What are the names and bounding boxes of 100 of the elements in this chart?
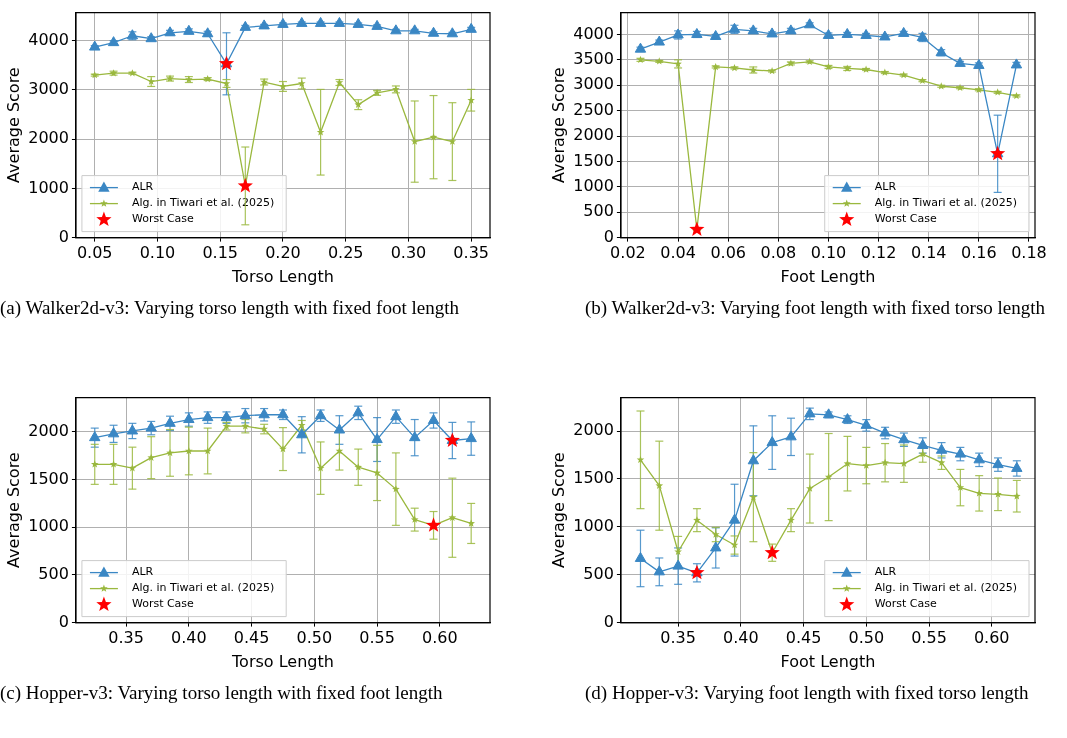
point — [126, 424, 139, 435]
point — [183, 24, 195, 35]
point — [843, 459, 852, 467]
point — [427, 26, 440, 37]
point — [900, 459, 908, 467]
legend-label: ALR — [874, 180, 897, 194]
point — [954, 56, 966, 67]
legend-label: ALR — [874, 565, 897, 579]
point — [653, 35, 665, 46]
y-tick-label: 0 — [58, 226, 69, 246]
point — [898, 433, 910, 444]
point — [766, 27, 778, 38]
x-tick-label: 0.45 — [233, 628, 270, 648]
y-tick-label: 2000 — [573, 420, 614, 440]
point — [710, 541, 722, 552]
point — [90, 460, 99, 468]
point — [672, 559, 684, 570]
point — [1010, 58, 1023, 69]
point — [1013, 492, 1021, 500]
x-tick-label: 0.30 — [390, 243, 427, 263]
point — [860, 28, 872, 39]
y-axis-title: Average Score — [3, 67, 23, 183]
y-tick-label: 1000 — [28, 516, 69, 536]
y-axis-title: Average Score — [3, 452, 23, 568]
x-axis-title: Torso Length — [231, 651, 334, 671]
x-tick-label: 0.60 — [422, 628, 458, 648]
point — [371, 433, 383, 444]
point — [277, 17, 289, 28]
point — [392, 485, 400, 493]
legend-label: ALR — [131, 180, 154, 194]
y-tick-label: 3000 — [28, 79, 69, 99]
point — [806, 484, 814, 492]
y-tick-label: 500 — [583, 201, 614, 221]
point — [89, 40, 101, 51]
point — [89, 431, 101, 442]
x-tick-label: 0.05 — [76, 243, 113, 263]
point — [787, 516, 795, 524]
y-axis-title: Average Score — [548, 67, 568, 183]
point — [785, 430, 797, 441]
legend-label: Alg. in Tiwari et al. (2025) — [874, 581, 1018, 595]
point — [766, 436, 778, 447]
point — [467, 519, 475, 527]
x-tick-label: 0.10 — [810, 243, 847, 263]
point — [352, 406, 364, 417]
x-axis-title: Foot Length — [780, 266, 876, 286]
point — [239, 20, 252, 31]
point — [316, 128, 325, 136]
point — [841, 27, 853, 38]
y-tick-label: 3000 — [573, 74, 614, 94]
x-tick-label: 0.35 — [660, 628, 696, 648]
point — [805, 57, 814, 66]
x-tick-label: 0.16 — [961, 243, 997, 263]
point — [333, 423, 346, 434]
point — [634, 551, 647, 562]
point — [427, 413, 440, 424]
legend-label: Worst Case — [131, 597, 195, 611]
x-tick-label: 0.12 — [860, 243, 897, 263]
x-tick-label: 0.55 — [359, 628, 395, 648]
point — [994, 490, 1002, 498]
point — [785, 24, 797, 35]
point — [354, 463, 363, 471]
point — [164, 416, 176, 427]
y-tick-label: 4000 — [573, 23, 614, 43]
y-tick-label: 1500 — [28, 468, 69, 488]
point — [185, 446, 193, 455]
x-tick-label: 0.35 — [453, 243, 489, 263]
point — [937, 458, 946, 466]
point — [879, 30, 891, 41]
point — [296, 428, 308, 439]
x-axis-title: Torso Length — [231, 266, 334, 286]
x-tick-label: 0.10 — [139, 243, 176, 263]
point — [1011, 461, 1023, 472]
point — [711, 62, 720, 71]
legend-label: Worst Case — [874, 597, 937, 611]
point — [237, 177, 253, 193]
x-tick-label: 0.55 — [911, 628, 947, 648]
x-tick-label: 0.60 — [973, 628, 1010, 648]
point — [747, 24, 759, 35]
point — [674, 547, 682, 555]
point — [373, 468, 381, 477]
point — [803, 18, 816, 29]
x-tick-label: 0.40 — [723, 628, 759, 648]
point — [410, 137, 419, 145]
point — [183, 413, 195, 424]
point — [956, 483, 965, 491]
y-tick-label: 500 — [38, 564, 69, 584]
point — [314, 16, 327, 27]
legend-label: Alg. in Tiwari et al. (2025) — [874, 196, 1018, 210]
point — [636, 455, 645, 464]
point — [107, 36, 120, 47]
x-axis-title: Foot Length — [780, 651, 876, 671]
legend-label: Worst Case — [874, 212, 937, 226]
y-tick-label: 1500 — [573, 150, 614, 170]
x-tick-label: 0.40 — [171, 628, 207, 648]
x-tick-label: 0.35 — [108, 628, 144, 648]
point — [465, 432, 477, 443]
point — [239, 409, 252, 420]
point — [279, 445, 287, 453]
legend-label: Alg. in Tiwari et al. (2025) — [131, 581, 275, 595]
point — [203, 446, 212, 455]
